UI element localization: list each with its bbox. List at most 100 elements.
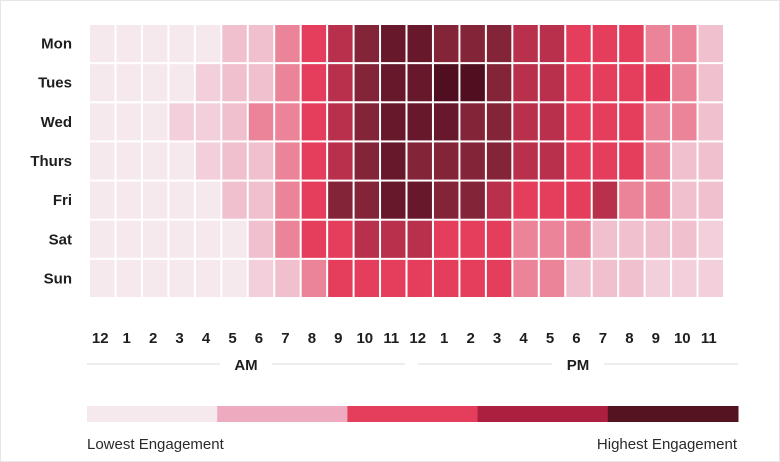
heatmap-cell [645,25,671,63]
heatmap-cell [539,64,565,102]
heatmap-cell [248,64,274,102]
heatmap-cell [195,142,221,180]
heatmap-cell [381,142,406,180]
heatmap-cell [301,220,327,258]
heatmap-cell [301,181,327,219]
heatmap-cell [407,64,432,102]
day-label: Fri [53,192,72,209]
heatmap-cell [539,103,565,141]
hour-label: 6 [255,330,263,347]
heatmap-cell [328,25,353,63]
heatmap-cell [275,142,300,180]
heatmap-cell [354,103,380,141]
heatmap-cell [142,181,168,219]
heatmap-cell [513,142,538,180]
heatmap-cell [407,259,432,297]
heatmap-cell [381,259,406,297]
day-labels: Mon Tues Wed Thurs Fri Sat Sun [30,36,72,288]
heatmap-cell [116,64,141,102]
heatmap-cell [169,259,194,297]
heatmap-cell [566,25,591,63]
heatmap-cell [354,64,380,102]
heatmap-cell [539,220,565,258]
heatmap-cell [328,259,353,297]
period-label-background [220,355,272,373]
heatmap-cell [142,25,168,63]
hour-label: 3 [175,330,183,347]
heatmap-cell [433,181,459,219]
legend-high-label: Highest Engagement [597,436,738,453]
day-label: Thurs [30,153,72,170]
heatmap-cell [433,25,459,63]
heatmap-cell [354,142,380,180]
heatmap-cell [672,259,697,297]
heatmap-cell [195,103,221,141]
hour-label: 10 [674,330,691,347]
heatmap-cell [407,103,432,141]
legend-color-bin [477,406,609,422]
hour-label: 7 [599,330,607,347]
heatmap-cell [90,142,115,180]
heatmap-cell [169,64,194,102]
heatmap-cell [142,220,168,258]
heatmap-cell [116,181,141,219]
heatmap-cells [90,25,723,297]
hour-label: 11 [383,330,399,347]
heatmap-cell [486,259,512,297]
heatmap-cell [354,220,380,258]
heatmap-cell [433,259,459,297]
legend-color-bin [607,406,739,422]
heatmap-cell [619,103,644,141]
hour-label: 5 [546,330,554,347]
heatmap-cell [433,142,459,180]
heatmap-cell [195,181,221,219]
legend-low-label: Lowest Engagement [87,436,225,453]
heatmap-cell [407,25,432,63]
hour-label: 9 [334,330,342,347]
heatmap-cell [142,259,168,297]
hour-label: 2 [466,330,474,347]
heatmap-cell [169,25,194,63]
heatmap-cell [116,220,141,258]
period-label: PM [567,357,590,374]
heatmap-cell [301,25,327,63]
heatmap-cell [328,181,353,219]
heatmap-cell [592,259,618,297]
heatmap-cell [645,220,671,258]
heatmap-cell [195,220,221,258]
heatmap-cell [275,259,300,297]
heatmap-cell [698,142,723,180]
heatmap-cell [619,259,644,297]
heatmap-cell [672,181,697,219]
hour-label: 4 [519,330,528,347]
heatmap-cell [275,181,300,219]
heatmap-cell [142,103,168,141]
heatmap-cell [645,259,671,297]
heatmap-cell [619,64,644,102]
legend-scale-bar [87,406,739,422]
heatmap-cell [116,259,141,297]
heatmap-cell [248,25,274,63]
heatmap-cell [592,181,618,219]
heatmap-cell [354,181,380,219]
heatmap-cell [222,142,247,180]
heatmap-cell [672,64,697,102]
heatmap-cell [566,64,591,102]
heatmap-cell [672,142,697,180]
heatmap-cell [328,103,353,141]
heatmap-cell [672,103,697,141]
day-label: Tues [38,75,72,92]
heatmap-cell [698,25,723,63]
heatmap-cell [513,64,538,102]
hour-label: 12 [409,330,426,347]
day-label: Wed [41,114,72,131]
period-label: AM [234,357,257,374]
heatmap-cell [301,259,327,297]
heatmap-cell [619,220,644,258]
heatmap-cell [698,259,723,297]
heatmap-cell [222,103,247,141]
heatmap-cell [433,220,459,258]
hour-label: 1 [440,330,448,347]
heatmap-cell [248,181,274,219]
heatmap-cell [381,220,406,258]
